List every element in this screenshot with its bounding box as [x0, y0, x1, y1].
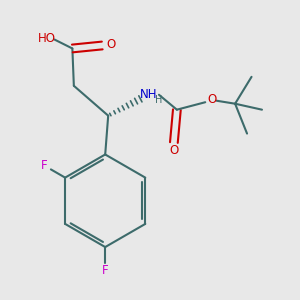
Text: H: H — [155, 95, 162, 105]
Text: HO: HO — [38, 32, 56, 45]
Text: O: O — [106, 38, 115, 51]
Text: F: F — [41, 159, 48, 172]
Text: NH: NH — [140, 88, 158, 101]
Text: O: O — [169, 144, 178, 158]
Text: O: O — [207, 93, 216, 106]
Text: F: F — [102, 264, 109, 278]
